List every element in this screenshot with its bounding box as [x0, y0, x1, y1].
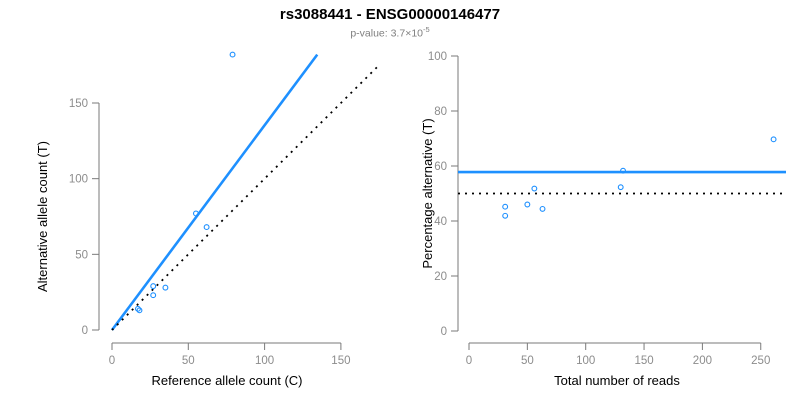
data-point: [617, 184, 624, 191]
x-tick-label: 200: [693, 355, 712, 367]
x-tick-label: 100: [255, 355, 274, 367]
data-point: [136, 307, 143, 314]
times-symbol: ×: [405, 27, 412, 40]
y-tick-label: 100: [428, 51, 447, 63]
data-point: [539, 205, 546, 212]
allele-count-plot: 0 50 100 150 0 50 100 150 Reference allele count…: [35, 51, 379, 388]
y-axis-title: Alternative allele count (T): [35, 141, 50, 292]
percentage-plot: 0 50 100 150 200 250 0 20 40 60 80 100 Total number …: [420, 51, 786, 388]
page-title: rs3088441 - ENSG00000146477: [279, 6, 501, 23]
y-tick-label: 0: [82, 325, 88, 337]
data-point: [502, 203, 509, 210]
data-point: [192, 210, 199, 217]
data-point: [150, 283, 157, 290]
y-tick-label: 0: [441, 326, 447, 338]
y-tick-label: 20: [434, 271, 447, 283]
y-tick-label: 40: [434, 216, 447, 228]
data-point: [770, 136, 777, 143]
y-tick-label: 60: [434, 161, 447, 173]
data-point: [524, 201, 531, 208]
x-tick-label: 150: [331, 355, 350, 367]
y-tick-label: 80: [434, 106, 447, 118]
y-tick-label: 150: [69, 98, 88, 110]
exponent-value: -5: [423, 25, 430, 34]
x-tick-label: 250: [751, 355, 770, 367]
x-axis-title: Reference allele count (C): [151, 373, 302, 388]
data-point: [162, 284, 169, 291]
pvalue-text: p-value: 3.7: [350, 27, 406, 40]
y-tick-label: 50: [75, 249, 88, 261]
data-point: [203, 224, 210, 231]
x-tick-label: 50: [182, 355, 195, 367]
x-tick-label: 0: [466, 355, 472, 367]
fitted-allelic-ratio-line: [110, 53, 319, 331]
x-tick-label: 150: [634, 355, 653, 367]
data-point: [229, 51, 236, 58]
data-point: [502, 212, 509, 219]
data-point: [620, 167, 626, 174]
data-point: [134, 305, 141, 312]
y-axis-title: Percentage alternative (T): [420, 118, 435, 268]
pvalue-subtitle: p-value: 3.7×10-5: [0, 25, 780, 40]
x-tick-label: 100: [576, 355, 595, 367]
identity-line-line: [111, 66, 379, 331]
x-tick-label: 50: [521, 355, 534, 367]
data-point: [150, 292, 157, 299]
y-tick-label: 100: [69, 174, 88, 186]
data-point: [531, 185, 538, 192]
x-axis-title: Total number of reads: [554, 373, 680, 388]
exponent-base: 10: [411, 27, 424, 40]
x-tick-label: 0: [109, 355, 115, 367]
